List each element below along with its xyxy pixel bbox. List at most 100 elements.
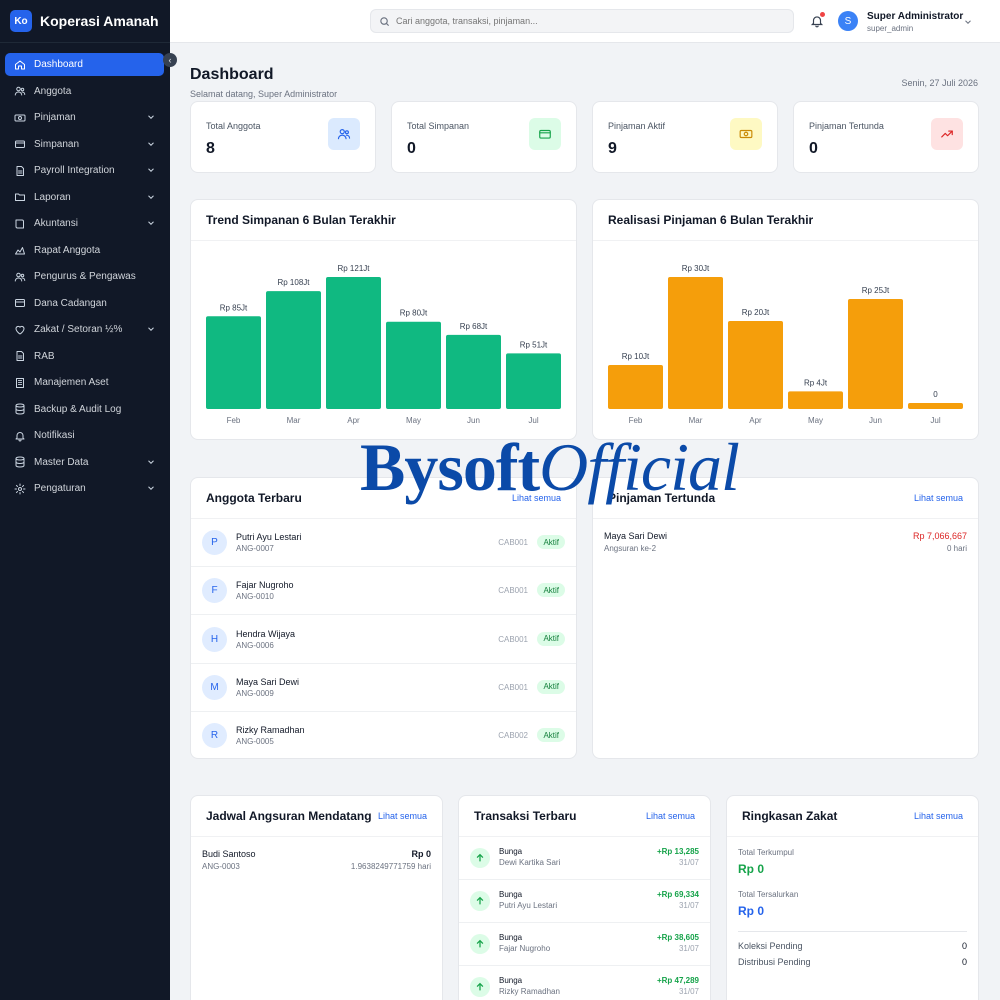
sidebar-item-label: Pinjaman: [34, 112, 76, 123]
sidebar-nav: Dashboard Anggota Pinjaman Simpanan Payroll …: [0, 43, 170, 500]
bar-feb[interactable]: [608, 365, 663, 409]
page-date: Senin, 27 Juli 2026: [901, 78, 978, 88]
schedule-row[interactable]: Budi Santoso ANG-0003 Rp 0 1.96382497717…: [191, 837, 442, 877]
transactions-see-all-link[interactable]: Lihat semua: [645, 811, 695, 821]
bar-apr[interactable]: [728, 321, 783, 409]
sidebar: Ko Koperasi Amanah Dashboard Anggota Pinja…: [0, 0, 170, 1000]
member-row[interactable]: F Fajar Nugroho ANG-0010 CAB001 Aktif: [191, 567, 576, 616]
folder-icon: [14, 191, 26, 203]
sidebar-item-manajemen-aset[interactable]: Manajemen Aset: [5, 371, 164, 394]
sidebar-item-label: Notifikasi: [34, 430, 75, 441]
transaction-date: 31/07: [678, 901, 699, 910]
search-box[interactable]: [370, 9, 794, 33]
sidebar-item-simpanan[interactable]: Simpanan: [5, 133, 164, 156]
sidebar-item-rapat-anggota[interactable]: Rapat Anggota: [5, 239, 164, 262]
bar-jun[interactable]: [848, 299, 903, 409]
pending-loans-see-all-link[interactable]: Lihat semua: [913, 493, 963, 503]
user-avatar[interactable]: S: [838, 11, 858, 31]
savings-chart-card: Trend Simpanan 6 Bulan Terakhir Rp 85Jt F…: [190, 199, 577, 440]
bar-may[interactable]: [788, 391, 843, 409]
transaction-row[interactable]: Bunga Putri Ayu Lestari +Rp 69,334 31/07: [459, 880, 710, 923]
stat-card-total-anggota[interactable]: Total Anggota 8: [190, 101, 376, 173]
member-row[interactable]: R Rizky Ramadhan ANG-0005 CAB002 Aktif: [191, 712, 576, 760]
sidebar-item-label: Laporan: [34, 191, 71, 203]
sidebar-item-label: Simpanan: [34, 138, 80, 150]
pending-loans-card: Pinjaman Tertunda Lihat semua Maya Sari …: [592, 477, 979, 759]
bar-feb[interactable]: [206, 316, 261, 409]
divider: [738, 931, 967, 932]
sidebar-item-pinjaman[interactable]: Pinjaman: [5, 106, 164, 129]
bar-value-label: Rp 68Jt: [460, 322, 488, 331]
wallet-icon: [529, 118, 561, 150]
user-name[interactable]: Super Administrator: [867, 11, 964, 22]
money-icon: [730, 118, 762, 150]
bar-jul[interactable]: [506, 353, 561, 409]
schedule-see-all-link[interactable]: Lihat semua: [377, 811, 427, 821]
transaction-row[interactable]: Bunga Fajar Nugroho +Rp 38,605 31/07: [459, 923, 710, 966]
transaction-row[interactable]: Bunga Dewi Kartika Sari +Rp 13,285 31/07: [459, 837, 710, 880]
member-row[interactable]: P Putri Ayu Lestari ANG-0007 CAB001 Aktif: [191, 519, 576, 567]
member-branch: CAB001: [498, 682, 528, 692]
page-subtitle: Selamat datang, Super Administrator: [190, 89, 338, 99]
sidebar-item-rab[interactable]: RAB: [5, 345, 164, 368]
member-branch: CAB002: [498, 731, 528, 741]
collapse-sidebar-button[interactable]: ‹: [163, 53, 177, 67]
x-tick-label: Jul: [528, 416, 538, 425]
stat-card-pinjaman-aktif[interactable]: Pinjaman Aktif 9: [592, 101, 778, 173]
member-id: ANG-0005: [236, 737, 274, 747]
zakat-see-all-link[interactable]: Lihat semua: [913, 811, 963, 821]
status-badge: Aktif: [537, 679, 565, 694]
arrow-up-icon: [470, 848, 490, 868]
sidebar-item-dana-cadangan[interactable]: Dana Cadangan: [5, 292, 164, 315]
sidebar-item-pengurus-pengawas[interactable]: Pengurus & Pengawas: [5, 265, 164, 288]
sidebar-item-anggota[interactable]: Anggota: [5, 80, 164, 103]
zakat-pending-collection-label: Koleksi Pending: [738, 941, 803, 951]
stat-card-total-simpanan[interactable]: Total Simpanan 0: [391, 101, 577, 173]
schedule-title: Jadwal Angsuran Mendatang: [206, 809, 372, 823]
bar-may[interactable]: [386, 321, 441, 409]
pending-loan-name: Maya Sari Dewi: [604, 531, 668, 541]
sidebar-item-payroll-integration[interactable]: Payroll Integration: [5, 159, 164, 182]
sidebar-item-dashboard[interactable]: Dashboard: [5, 53, 164, 76]
transaction-row[interactable]: Bunga Rizky Ramadhan +Rp 47,289 31/07: [459, 966, 710, 1000]
transaction-member: Putri Ayu Lestari: [499, 901, 558, 910]
search-icon: [380, 16, 390, 26]
transaction-amount: +Rp 47,289: [656, 976, 699, 985]
bar-mar[interactable]: [668, 277, 723, 409]
sidebar-item-backup-audit-log[interactable]: Backup & Audit Log: [5, 398, 164, 421]
stat-card-pinjaman-tertunda[interactable]: Pinjaman Tertunda 0: [793, 101, 979, 173]
bar-mar[interactable]: [266, 291, 321, 409]
bell-icon: [14, 430, 26, 442]
sidebar-item-notifikasi[interactable]: Notifikasi: [5, 424, 164, 447]
transaction-type: Bunga: [499, 933, 523, 942]
building-icon: [14, 377, 26, 389]
schedule-member-id: ANG-0003: [202, 862, 240, 871]
brand-logo: Ko: [10, 10, 32, 32]
sidebar-item-label: Backup & Audit Log: [34, 403, 122, 415]
chevron-down-icon[interactable]: [963, 17, 973, 27]
members-see-all-link[interactable]: Lihat semua: [511, 493, 561, 503]
bar-value-label: Rp 10Jt: [622, 352, 650, 361]
member-avatar: M: [202, 674, 227, 700]
notification-bell-icon[interactable]: [810, 14, 824, 28]
users-icon: [14, 271, 26, 283]
status-badge: Aktif: [537, 728, 565, 743]
sidebar-item-akuntansi[interactable]: Akuntansi: [5, 212, 164, 235]
bar-apr[interactable]: [326, 277, 381, 409]
search-input[interactable]: [396, 16, 776, 26]
sidebar-item-master-data[interactable]: Master Data: [5, 451, 164, 474]
divider: [191, 518, 576, 519]
bar-jun[interactable]: [446, 334, 501, 409]
loans-bar-chart: Rp 10Jt Feb Rp 30Jt Mar Rp 20Jt Apr Rp 4Jt May R…: [608, 264, 963, 425]
brand[interactable]: Ko Koperasi Amanah: [0, 0, 170, 43]
sidebar-item-pengaturan[interactable]: Pengaturan: [5, 477, 164, 500]
member-row[interactable]: M Maya Sari Dewi ANG-0009 CAB001 Aktif: [191, 664, 576, 712]
member-avatar: H: [202, 626, 227, 652]
bar-jul[interactable]: [908, 403, 963, 409]
member-row[interactable]: H Hendra Wijaya ANG-0006 CAB001 Aktif: [191, 616, 576, 664]
pending-loan-row[interactable]: Maya Sari Dewi Angsuran ke-2 Rp 7,066,66…: [593, 519, 978, 559]
sidebar-item-zakat-setoran[interactable]: Zakat / Setoran ½%: [5, 318, 164, 341]
sidebar-item-label: Dana Cadangan: [34, 297, 107, 309]
x-tick-label: Jun: [467, 416, 480, 425]
sidebar-item-laporan[interactable]: Laporan: [5, 186, 164, 209]
